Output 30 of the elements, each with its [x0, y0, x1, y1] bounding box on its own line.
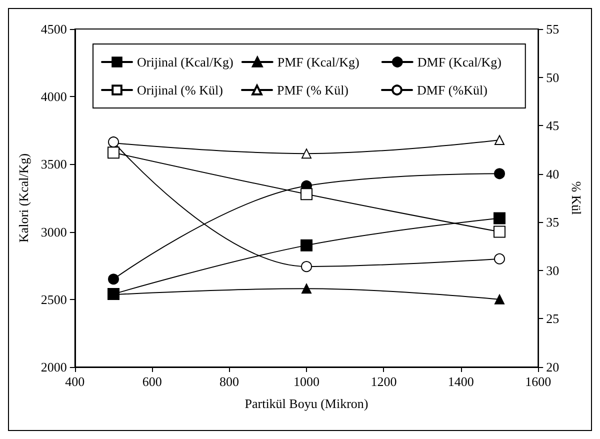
legend-label: PMF (Kcal/Kg) — [277, 54, 360, 70]
y2-tick-label: 55 — [546, 22, 560, 36]
x-tick-label: 1200 — [370, 374, 397, 389]
legend-label: DMF (%Kül) — [417, 82, 488, 98]
y-tick-label: 4000 — [40, 89, 67, 104]
legend-label: Orijinal (% Kül) — [137, 82, 223, 98]
y2-tick-label: 30 — [546, 262, 560, 278]
legend-label: Orijinal (Kcal/Kg) — [137, 54, 234, 70]
legend-label: DMF (Kcal/Kg) — [417, 54, 502, 70]
y2-tick-label: 20 — [546, 360, 560, 374]
y2-tick-label: 35 — [546, 214, 560, 230]
x-tick-label: 800 — [220, 374, 240, 389]
y-tick-label: 3000 — [40, 224, 67, 240]
x-tick-label: 1000 — [294, 374, 320, 389]
y2-axis-title: % Kül — [569, 181, 584, 216]
y-axis-title: Kalori (Kcal/Kg) — [16, 153, 31, 243]
y-tick-label: 3500 — [40, 156, 67, 172]
y-tick-label: 2500 — [40, 292, 67, 307]
y2-tick-label: 50 — [546, 70, 560, 85]
legend-label: PMF (% Kül) — [277, 82, 349, 98]
y2-tick-label: 40 — [546, 166, 560, 182]
x-axis-title: Partikül Boyu (Mikron) — [244, 396, 368, 411]
y2-tick-label: 25 — [546, 311, 560, 326]
x-tick-label: 1400 — [448, 374, 474, 389]
y-tick-label: 2000 — [40, 360, 67, 374]
x-tick-label: 400 — [65, 374, 85, 389]
x-tick-label: 600 — [142, 374, 162, 389]
y2-tick-label: 45 — [546, 118, 560, 134]
y-tick-label: 4500 — [40, 22, 67, 36]
x-tick-label: 1600 — [525, 374, 552, 389]
